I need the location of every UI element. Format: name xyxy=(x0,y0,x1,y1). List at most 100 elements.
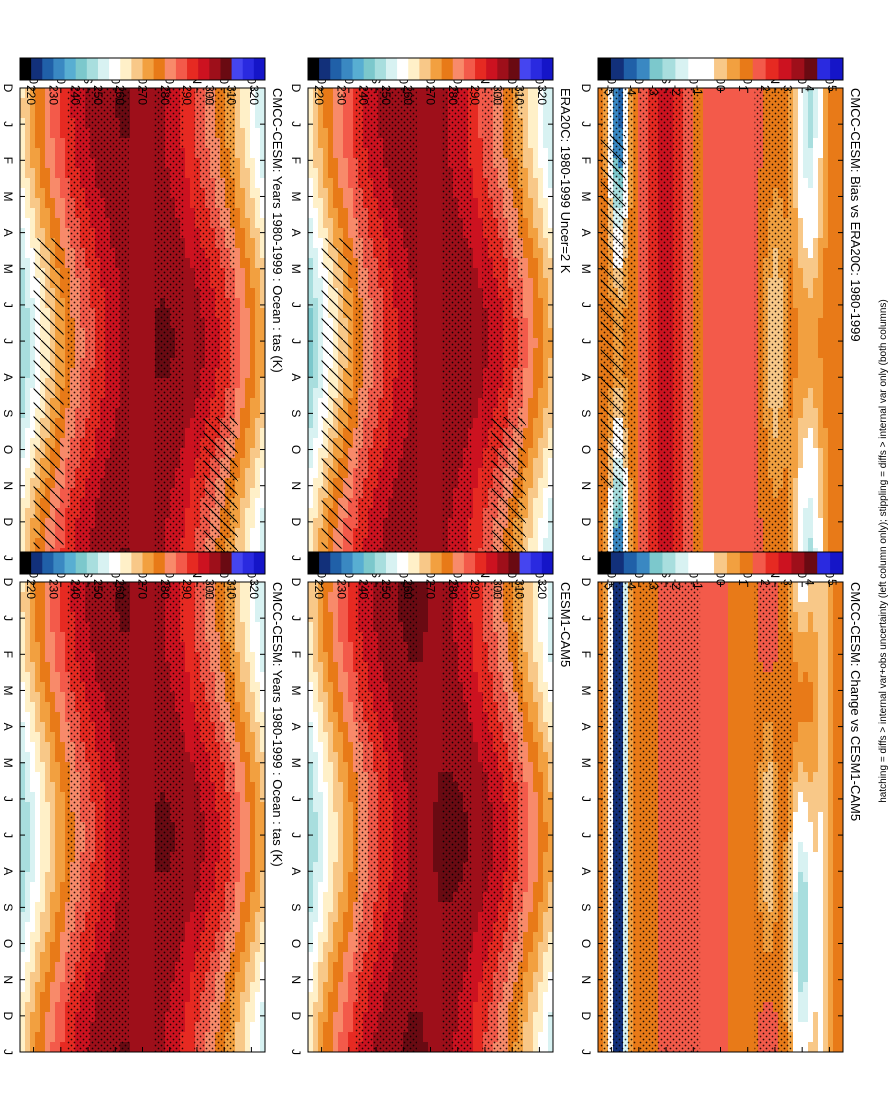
month-tick-label: F xyxy=(1,651,15,658)
colorbar-tick-label: 220 xyxy=(24,85,38,105)
month-tick-label: D xyxy=(289,84,303,93)
panel-title: CMCC-CESM: Years 1980-1999 : Ocean : tas… xyxy=(270,582,285,867)
colorbar-tick-label: 270 xyxy=(136,85,150,105)
colorbar-tick-label: 1 xyxy=(736,579,750,586)
colorbar-tick-label: 0 xyxy=(714,579,728,586)
colorbar: 320 310 300 290 280 270 260 250 240 230 220 xyxy=(19,57,266,105)
month-tick-label: J xyxy=(1,302,15,308)
month-tick-label: J xyxy=(1,121,15,127)
month-tick-label: A xyxy=(289,723,303,731)
month-tick-label: N xyxy=(289,975,303,984)
month-tick-label: D xyxy=(289,1012,303,1021)
colorbar-tick-label: 270 xyxy=(136,579,150,599)
colorbar-tick-label: 260 xyxy=(401,579,415,599)
month-tick-label: J xyxy=(579,832,593,838)
month-tick-label: M xyxy=(1,264,15,274)
colorbar-tick-label: 320 xyxy=(535,579,549,599)
colorbar-tick-label: -2 xyxy=(669,579,683,590)
month-tick-label: F xyxy=(289,651,303,658)
colorbar-tick-label: 320 xyxy=(247,85,261,105)
colorbar-tick-label: 0 xyxy=(714,85,728,92)
month-tick-label: D xyxy=(289,518,303,527)
colorbar-tick-label: 300 xyxy=(490,85,504,105)
colorbar-tick-label: 280 xyxy=(446,85,460,105)
month-tick-label: J xyxy=(579,796,593,802)
colorbar-tick-label: 230 xyxy=(334,579,348,599)
month-tick-label: F xyxy=(1,157,15,164)
month-tick-label: M xyxy=(579,758,593,768)
month-tick-label: N xyxy=(1,975,15,984)
month-tick-label: F xyxy=(579,651,593,658)
month-tick-label: A xyxy=(289,867,303,875)
colorbar-tick-label: 280 xyxy=(158,579,172,599)
colorbar-tick-label: 290 xyxy=(468,85,482,105)
month-tick-label: N xyxy=(1,481,15,490)
month-tick-label: J xyxy=(1,832,15,838)
colorbar-tick-label: 250 xyxy=(91,579,105,599)
month-tick-label: D xyxy=(1,1012,15,1021)
colorbar-tick-label: 250 xyxy=(379,85,393,105)
month-tick-label: M xyxy=(1,685,15,695)
month-tick-label: F xyxy=(289,157,303,164)
chart-panel-p5: DJFMAMJJASONDJ8060°N20020°S6080CMCC-CESM… xyxy=(579,57,863,561)
colorbar-tick-label: 310 xyxy=(513,85,527,105)
colorbar-tick-label: 240 xyxy=(69,85,83,105)
colorbar-tick-label: 2 xyxy=(758,579,772,586)
month-tick-label: M xyxy=(579,685,593,695)
month-tick-label: A xyxy=(1,229,15,237)
month-tick-label: A xyxy=(1,867,15,875)
month-tick-label: M xyxy=(1,758,15,768)
month-tick-label: J xyxy=(1,1049,15,1055)
month-tick-label: J xyxy=(289,1049,303,1055)
month-tick-label: O xyxy=(1,939,15,948)
month-tick-label: M xyxy=(1,191,15,201)
colorbar-tick-label: 4 xyxy=(803,85,817,92)
figure-caption: hatching = diffs > internal var+obs unce… xyxy=(878,299,889,803)
month-tick-label: A xyxy=(1,373,15,381)
month-tick-label: J xyxy=(289,121,303,127)
colorbar-tick-label: 240 xyxy=(69,579,83,599)
colorbar-tick-label: 230 xyxy=(46,579,60,599)
colorbar-tick-label: 1 xyxy=(736,85,750,92)
month-tick-label: J xyxy=(289,832,303,838)
month-tick-label: M xyxy=(289,758,303,768)
lat-tick-label: 0 xyxy=(714,77,728,84)
colorbar-tick-label: 260 xyxy=(401,85,415,105)
month-tick-label: S xyxy=(289,903,303,911)
lat-tick-label: 0 xyxy=(714,571,728,578)
month-tick-label: D xyxy=(579,518,593,527)
month-tick-label: M xyxy=(289,264,303,274)
colorbar-tick-label: 310 xyxy=(225,85,239,105)
colorbar-tick-label: -3 xyxy=(647,579,661,590)
chart-panel-p2: DJFMAMJJASONDJ8060°N20020°S6080CMCC-CESM… xyxy=(1,551,285,1055)
month-tick-label: D xyxy=(579,84,593,93)
month-tick-label: J xyxy=(579,338,593,344)
month-tick-label: S xyxy=(1,409,15,417)
month-tick-label: S xyxy=(1,903,15,911)
month-tick-label: D xyxy=(1,84,15,93)
month-tick-label: A xyxy=(289,229,303,237)
month-tick-label: J xyxy=(1,555,15,561)
lat-tick-label: 0 xyxy=(136,571,150,578)
colorbar-tick-label: 230 xyxy=(46,85,60,105)
month-tick-label: J xyxy=(289,302,303,308)
lat-tick-label: 0 xyxy=(424,77,438,84)
colorbar-tick-label: -1 xyxy=(691,85,705,96)
colorbar-tick-label: 300 xyxy=(202,85,216,105)
colorbar-tick-label: 300 xyxy=(202,579,216,599)
month-tick-label: J xyxy=(289,338,303,344)
month-tick-label: D xyxy=(579,578,593,587)
colorbar-tick-label: 270 xyxy=(424,579,438,599)
colorbar-tick-label: 290 xyxy=(180,85,194,105)
month-tick-label: J xyxy=(1,796,15,802)
month-tick-label: J xyxy=(579,555,593,561)
month-tick-label: D xyxy=(1,578,15,587)
month-tick-label: N xyxy=(579,481,593,490)
colorbar-tick-label: 220 xyxy=(312,579,326,599)
colorbar-tick-label: -5 xyxy=(602,85,616,96)
colorbar: 320 310 300 290 280 270 260 250 240 230 220 xyxy=(307,551,554,599)
month-tick-label: O xyxy=(1,445,15,454)
colorbar-tick-label: 3 xyxy=(780,85,794,92)
month-tick-label: M xyxy=(289,685,303,695)
colorbar-tick-label: -4 xyxy=(624,85,638,96)
